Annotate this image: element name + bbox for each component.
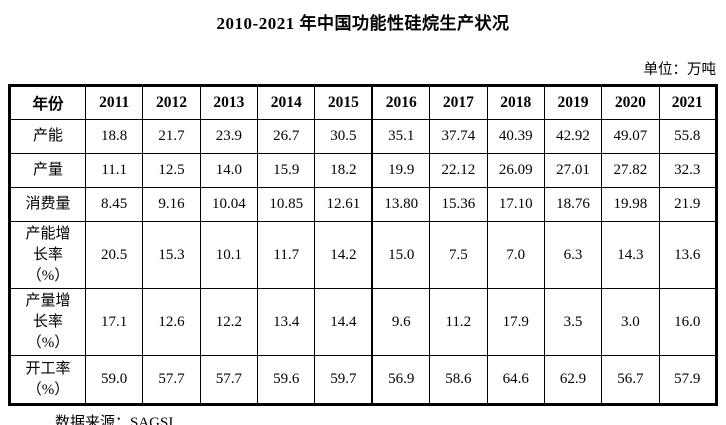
table-cell: 26.7	[257, 119, 316, 154]
table-cell: 16.0	[658, 288, 718, 356]
table-row: 消费量 8.45 9.16 10.04 10.85 12.61 13.80 15.36 17.1…	[9, 187, 718, 222]
table-cell: 11.7	[257, 221, 316, 289]
table-cell: 12.6	[142, 288, 201, 356]
data-source: 数据来源：SAGSI	[55, 415, 174, 425]
table-cell: 11.1	[84, 153, 144, 188]
table-cell: 12.5	[142, 153, 201, 188]
year-header-cell: 2017	[429, 85, 488, 120]
year-header-cell: 2021	[658, 85, 718, 120]
table-cell: 49.07	[601, 119, 660, 154]
unit-label: 单位：万吨	[643, 62, 717, 78]
table-cell: 13.6	[658, 221, 718, 289]
row-label: 产能	[9, 119, 86, 154]
table-cell: 42.92	[543, 119, 603, 154]
document-title: 2010-2021 年中国功能性硅烷生产状况	[216, 14, 510, 33]
table-cell: 30.5	[314, 119, 374, 154]
row-label: 开工率 （%）	[9, 355, 86, 405]
table-cell: 20.5	[84, 221, 144, 289]
table-cell: 35.1	[371, 119, 431, 154]
year-header-cell: 2019	[543, 85, 603, 120]
table-cell: 12.61	[314, 187, 374, 222]
table-cell: 11.2	[429, 288, 488, 356]
table-cell: 37.74	[429, 119, 488, 154]
table-body: 产能 18.8 21.7 23.9 26.7 30.5 35.1 37.74 40.39 42.9…	[9, 119, 718, 405]
table-cell: 9.16	[142, 187, 201, 222]
year-header-cell: 2020	[601, 85, 660, 120]
table-cell: 15.0	[371, 221, 431, 289]
table-cell: 15.36	[429, 187, 488, 222]
table-row: 产量增 长率 （%） 17.1 12.6 12.2 13.4 14.4 9.6 11.2 17.…	[9, 288, 718, 356]
table-cell: 19.9	[371, 153, 431, 188]
row-label: 产量增 长率 （%）	[9, 288, 86, 356]
table-cell: 7.5	[429, 221, 488, 289]
table-cell: 9.6	[371, 288, 431, 356]
table-cell: 18.8	[84, 119, 144, 154]
table-cell: 17.9	[486, 288, 545, 356]
table-row: 开工率 （%） 59.0 57.7 57.7 59.6 59.7 56.9 58.6 64.6 6…	[9, 355, 718, 405]
table-cell: 3.0	[601, 288, 660, 356]
table-cell: 59.7	[314, 355, 374, 405]
table-cell: 17.1	[84, 288, 144, 356]
table-cell: 13.4	[257, 288, 316, 356]
table-cell: 23.9	[199, 119, 259, 154]
table-head: 年份 2011 2012 2013 2014 2015 2016 2017 2018 2019 20…	[9, 85, 718, 120]
table-cell: 21.9	[658, 187, 718, 222]
table-cell: 64.6	[486, 355, 545, 405]
year-header-label: 年份	[9, 85, 86, 120]
table-cell: 15.3	[142, 221, 201, 289]
table-header-row: 年份 2011 2012 2013 2014 2015 2016 2017 2018 2019 20…	[9, 85, 718, 120]
table-cell: 57.7	[142, 355, 201, 405]
row-label: 产能增 长率 （%）	[9, 221, 86, 289]
table-cell: 10.1	[199, 221, 259, 289]
table-cell: 40.39	[486, 119, 545, 154]
table-cell: 14.2	[314, 221, 374, 289]
table-cell: 57.9	[658, 355, 718, 405]
table-cell: 55.8	[658, 119, 718, 154]
table-cell: 56.9	[371, 355, 431, 405]
table-cell: 7.0	[486, 221, 545, 289]
table-cell: 32.3	[658, 153, 718, 188]
row-label: 消费量	[9, 187, 86, 222]
table-cell: 6.3	[543, 221, 603, 289]
table-row: 产量 11.1 12.5 14.0 15.9 18.2 19.9 22.12 26.09 27.0…	[9, 153, 718, 188]
year-header-cell: 2013	[199, 85, 259, 120]
table-cell: 15.9	[257, 153, 316, 188]
table-cell: 22.12	[429, 153, 488, 188]
year-header-cell: 2011	[84, 85, 144, 120]
table-cell: 14.3	[601, 221, 660, 289]
table-row: 产能 18.8 21.7 23.9 26.7 30.5 35.1 37.74 40.39 42.9…	[9, 119, 718, 154]
table-cell: 12.2	[199, 288, 259, 356]
table-cell: 14.0	[199, 153, 259, 188]
table-cell: 57.7	[199, 355, 259, 405]
table-cell: 21.7	[142, 119, 201, 154]
table-cell: 58.6	[429, 355, 488, 405]
year-header-cell: 2014	[257, 85, 316, 120]
row-label: 产量	[9, 153, 86, 188]
table-cell: 14.4	[314, 288, 374, 356]
table-cell: 18.76	[543, 187, 603, 222]
table-cell: 56.7	[601, 355, 660, 405]
table-cell: 8.45	[84, 187, 144, 222]
table-cell: 17.10	[486, 187, 545, 222]
table-cell: 62.9	[543, 355, 603, 405]
year-header-cell: 2018	[486, 85, 545, 120]
year-header-cell: 2016	[371, 85, 431, 120]
table-cell: 59.6	[257, 355, 316, 405]
table-cell: 18.2	[314, 153, 374, 188]
table-cell: 59.0	[84, 355, 144, 405]
year-header-cell: 2012	[142, 85, 201, 120]
year-header-cell: 2015	[314, 85, 374, 120]
table-cell: 10.85	[257, 187, 316, 222]
table-row: 产能增 长率 （%） 20.5 15.3 10.1 11.7 14.2 15.0 7.5 7.0…	[9, 221, 718, 289]
table-cell: 13.80	[371, 187, 431, 222]
table-cell: 26.09	[486, 153, 545, 188]
production-table: 年份 2011 2012 2013 2014 2015 2016 2017 2018 2019 20…	[8, 84, 718, 406]
table-cell: 19.98	[601, 187, 660, 222]
table-cell: 10.04	[199, 187, 259, 222]
table-cell: 3.5	[543, 288, 603, 356]
table-cell: 27.82	[601, 153, 660, 188]
table-cell: 27.01	[543, 153, 603, 188]
